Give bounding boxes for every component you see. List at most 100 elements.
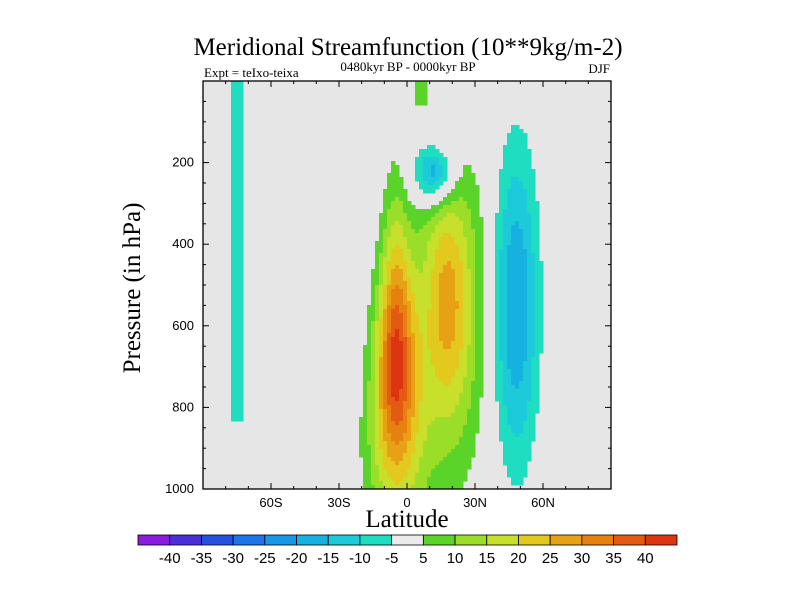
contour-cell	[535, 353, 540, 358]
contour-cell	[527, 381, 532, 386]
x-axis-ticks: 60S 30S 0 30N 60N	[225, 81, 589, 510]
contour-cell	[467, 357, 472, 362]
contour-cell	[235, 189, 240, 194]
contour-cell	[379, 445, 384, 450]
contour-cell	[399, 261, 404, 266]
contour-cell	[459, 213, 464, 218]
contour-cell	[507, 445, 512, 450]
contour-cell	[495, 373, 500, 378]
contour-cell	[235, 137, 240, 142]
contour-cell	[455, 361, 460, 366]
contour-cell	[235, 409, 240, 414]
contour-cell	[471, 413, 476, 418]
contour-cell	[451, 297, 456, 302]
contour-cell	[379, 309, 384, 314]
contour-cell	[423, 281, 428, 286]
contour-cell	[507, 321, 512, 326]
colorbar-label: -25	[254, 550, 276, 567]
contour-cell	[231, 293, 236, 298]
contour-cell	[527, 309, 532, 314]
contour-cell	[515, 333, 520, 338]
contour-cell	[367, 465, 372, 470]
contour-cell	[391, 213, 396, 218]
contour-cell	[471, 441, 476, 446]
contour-cell	[395, 361, 400, 366]
contour-cell	[231, 89, 236, 94]
contour-cell	[503, 341, 508, 346]
contour-cell	[447, 485, 452, 489]
contour-cell	[499, 425, 504, 430]
contour-cell	[399, 437, 404, 442]
contour-cell	[479, 293, 484, 298]
contour-cell	[519, 325, 524, 330]
contour-cell	[411, 405, 416, 410]
contour-cell	[395, 185, 400, 190]
contour-cell	[503, 165, 508, 170]
contour-cell	[375, 253, 380, 258]
contour-cell	[403, 333, 408, 338]
contour-cell	[523, 233, 528, 238]
contour-cell	[511, 213, 516, 218]
contour-cell	[527, 305, 532, 310]
contour-cell	[515, 381, 520, 386]
contour-cell	[239, 181, 244, 186]
contour-cell	[503, 217, 508, 222]
contour-cell	[515, 373, 520, 378]
contour-cell	[411, 417, 416, 422]
contour-cell	[415, 341, 420, 346]
contour-cell	[507, 405, 512, 410]
contour-cell	[391, 265, 396, 270]
contour-cell	[375, 345, 380, 350]
contour-cell	[431, 397, 436, 402]
contour-cell	[363, 413, 368, 418]
contour-cell	[419, 289, 424, 294]
contour-cell	[511, 417, 516, 422]
contour-cell	[523, 429, 528, 434]
contour-cell	[439, 285, 444, 290]
contour-cell	[527, 377, 532, 382]
contour-cell	[363, 453, 368, 458]
contour-cell	[455, 337, 460, 342]
contour-cell	[391, 333, 396, 338]
contour-cell	[371, 477, 376, 482]
contour-cell	[435, 165, 440, 170]
contour-cell	[539, 349, 544, 354]
contour-cell	[231, 365, 236, 370]
contour-cell	[395, 417, 400, 422]
contour-cell	[447, 229, 452, 234]
contour-cell	[411, 241, 416, 246]
contour-cell	[531, 333, 536, 338]
contour-cell	[475, 313, 480, 318]
contour-cell	[239, 381, 244, 386]
contour-cell	[523, 245, 528, 250]
contour-cell	[475, 253, 480, 258]
contour-cell	[395, 297, 400, 302]
contour-cell	[419, 377, 424, 382]
contour-cell	[403, 401, 408, 406]
contour-cell	[459, 317, 464, 322]
contour-cell	[415, 405, 420, 410]
contour-cell	[435, 273, 440, 278]
contour-cell	[439, 465, 444, 470]
contour-cell	[415, 477, 420, 482]
contour-cell	[435, 241, 440, 246]
contour-cell	[523, 253, 528, 258]
contour-cell	[439, 321, 444, 326]
contour-cell	[507, 161, 512, 166]
contour-cell	[439, 265, 444, 270]
contour-cell	[231, 261, 236, 266]
contour-cell	[411, 465, 416, 470]
contour-cell	[391, 245, 396, 250]
contour-cell	[391, 201, 396, 206]
contour-cell	[423, 417, 428, 422]
contour-cell	[435, 329, 440, 334]
contour-cell	[443, 293, 448, 298]
contour-cell	[459, 477, 464, 482]
contour-cell	[447, 409, 452, 414]
contour-cell	[235, 241, 240, 246]
contour-cell	[535, 285, 540, 290]
contour-cell	[507, 425, 512, 430]
contour-cell	[503, 277, 508, 282]
contour-cell	[447, 289, 452, 294]
contour-cell	[379, 317, 384, 322]
